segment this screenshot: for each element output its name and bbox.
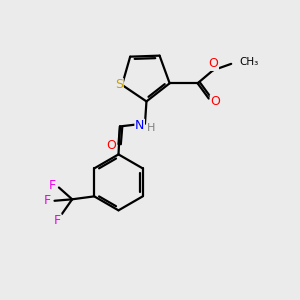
Text: F: F (54, 214, 61, 227)
Text: O: O (210, 95, 220, 108)
Text: F: F (44, 194, 51, 207)
Text: S: S (115, 78, 123, 92)
Text: H: H (147, 123, 156, 133)
Text: F: F (49, 179, 56, 192)
Text: O: O (106, 139, 116, 152)
Text: CH₃: CH₃ (239, 57, 259, 68)
Text: O: O (208, 57, 218, 70)
Text: N: N (135, 119, 144, 132)
